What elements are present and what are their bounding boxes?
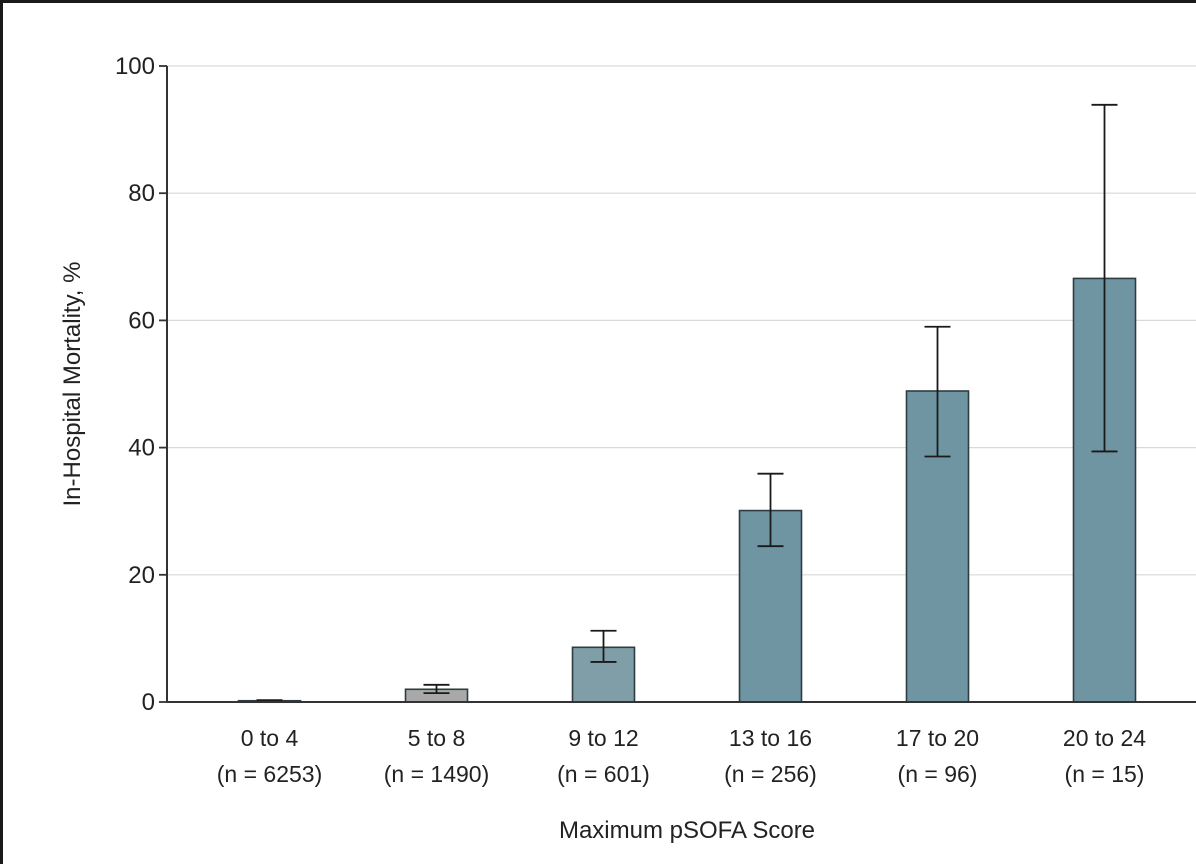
x-axis-labels: 0 to 4 (n = 6253) 5 to 8 (n = 1490) 9 to 12 (… [217, 725, 1147, 787]
x-tick-sample-size-2: (n = 601) [557, 761, 650, 787]
x-axis-title: Maximum pSOFA Score [559, 817, 815, 844]
x-tick-sample-size-0: (n = 6253) [217, 761, 323, 787]
error-bar-4 [924, 325, 951, 458]
x-tick-label-1: 5 to 8 [408, 725, 466, 751]
y-tick-label-20: 20 [128, 562, 155, 589]
x-tick-sample-size-3: (n = 256) [724, 761, 817, 787]
error-bar-2 [590, 629, 617, 663]
error-bar-5 [1091, 103, 1118, 453]
x-tick-sample-size-1: (n = 1490) [384, 761, 490, 787]
x-tick-label-3: 13 to 16 [729, 725, 812, 751]
y-tick-label-0: 0 [142, 689, 155, 716]
x-tick-label-0: 0 to 4 [241, 725, 299, 751]
y-axis-ticks: 0 20 40 60 80 100 [115, 53, 167, 716]
x-tick-label-2: 9 to 12 [568, 725, 638, 751]
error-bar-3 [757, 472, 784, 548]
bars [237, 277, 1137, 704]
y-axis-title: In-Hospital Mortality, % [59, 262, 86, 507]
y-tick-label-100: 100 [115, 53, 155, 80]
x-tick-label-4: 17 to 20 [896, 725, 979, 751]
y-tick-label-60: 60 [128, 307, 155, 334]
x-tick-sample-size-4: (n = 96) [898, 761, 978, 787]
grid-lines [167, 65, 1196, 576]
y-tick-label-40: 40 [128, 435, 155, 462]
x-tick-label-5: 20 to 24 [1063, 725, 1146, 751]
x-tick-sample-size-5: (n = 15) [1065, 761, 1145, 787]
y-tick-label-80: 80 [128, 180, 155, 207]
error-bar-1 [423, 683, 450, 694]
error-bars [256, 103, 1118, 703]
